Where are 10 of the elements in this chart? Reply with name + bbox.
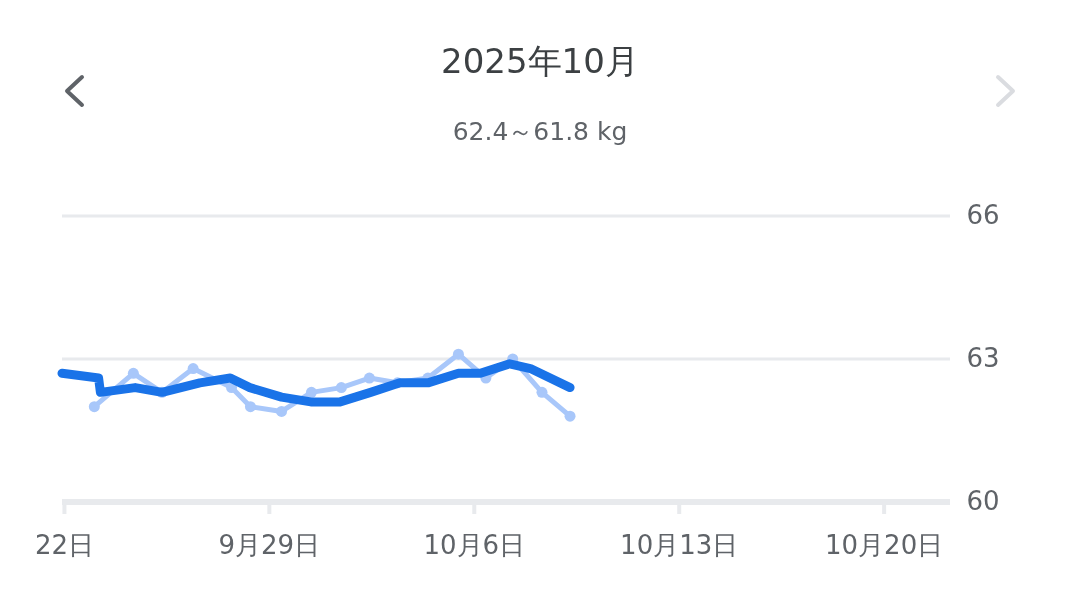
ytick: 63 xyxy=(966,342,1000,373)
xtick: 22日 xyxy=(34,529,94,560)
title: 2025年10月 xyxy=(441,40,639,81)
xtick: 10月20日 xyxy=(825,529,944,560)
xtick: 9月29日 xyxy=(218,529,321,560)
ytick: 60 xyxy=(966,485,1000,516)
xtick: 10月13日 xyxy=(620,529,739,560)
subtitle: 62.4～61.8 kg xyxy=(452,117,628,146)
ytick: 66 xyxy=(966,199,1000,230)
xtick: 10月6日 xyxy=(423,529,526,560)
